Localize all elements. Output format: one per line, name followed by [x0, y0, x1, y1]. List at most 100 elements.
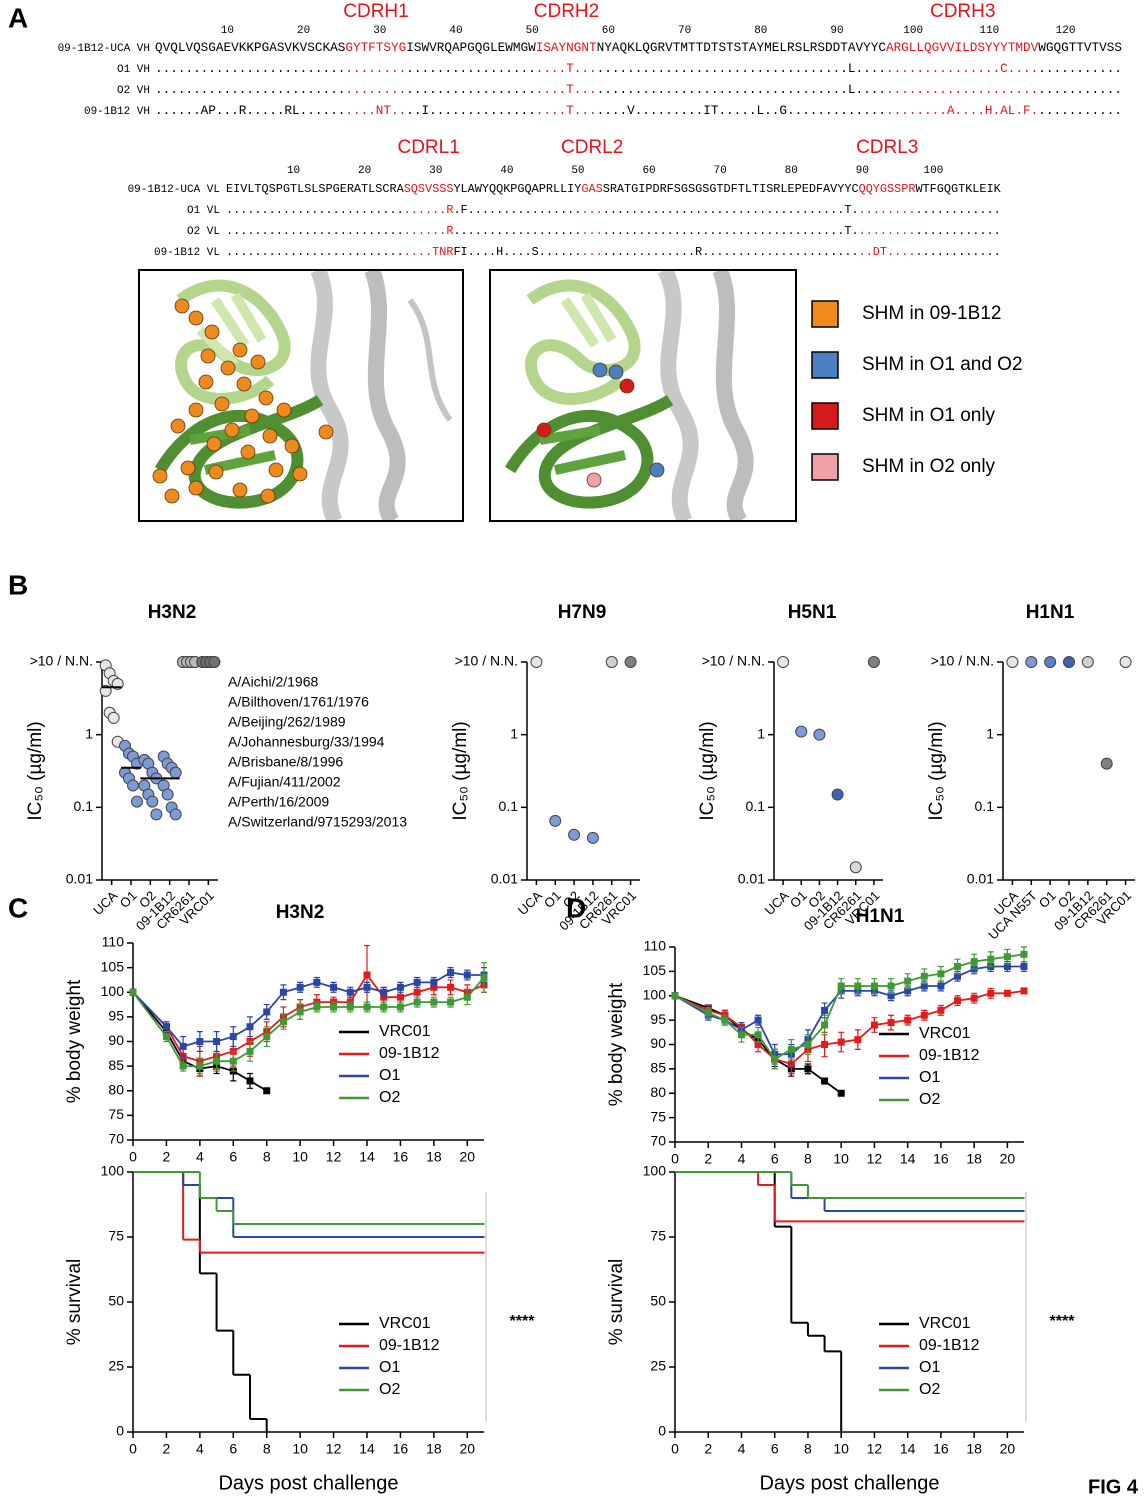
panel-label: B [8, 569, 28, 600]
y-tick-label: 50 [108, 1293, 124, 1309]
cdr-label: CDRH2 [534, 1, 599, 22]
x-tick-label: 16 [933, 1441, 949, 1457]
y-tick-label: >10 / N.N. [702, 653, 765, 669]
legend-swatch [811, 402, 839, 430]
shm-sphere [592, 362, 608, 378]
sequence: ........................................… [155, 82, 1122, 97]
data-point [413, 978, 421, 986]
y-tick-label: 0.01 [967, 871, 994, 887]
x-tick-label: 8 [263, 1441, 271, 1457]
shm-sphere [536, 422, 552, 438]
chart-title: H3N2 [276, 902, 325, 923]
data-point [127, 779, 139, 792]
data-point [162, 1023, 170, 1031]
data-point [146, 795, 159, 808]
shm-sphere [236, 376, 252, 392]
data-point [313, 1003, 321, 1011]
shm-sphere [204, 324, 220, 340]
strain-label: A/Fujian/411/2002 [228, 774, 341, 790]
data-point [754, 1031, 762, 1039]
sequence-segment: ....T... [536, 61, 597, 76]
sequence-segment: ......................... [155, 82, 345, 97]
ruler-number: 10 [287, 165, 300, 177]
legend-swatch [811, 453, 839, 481]
x-tick-label: 8 [804, 1441, 812, 1457]
data-point [229, 1033, 237, 1041]
row-name: 09-1B12-UCA VH [58, 43, 150, 55]
data-point [937, 1006, 945, 1014]
sequence-segment: ........A....H.AL.F. [886, 103, 1038, 118]
data-point [754, 1016, 762, 1024]
data-point [129, 988, 137, 996]
legend-label: VRC01 [379, 1315, 431, 1332]
sheet [539, 425, 627, 475]
sheet [560, 292, 617, 348]
ruler-number: 60 [602, 25, 615, 37]
x-tick-label: 0 [671, 1151, 679, 1167]
y-tick-label: 80 [108, 1081, 124, 1097]
y-tick-label: 90 [108, 1032, 124, 1048]
shm-sphere [188, 480, 204, 496]
sequence-segment: ................. [406, 61, 535, 76]
x-tick-label: 20 [459, 1441, 475, 1457]
row-name: 09-1B12-UCA VL [128, 184, 220, 196]
legend-label: SHM in 09-1B12 [862, 303, 1001, 324]
x-tick-label: 0 [129, 1441, 137, 1457]
ruler-number: 110 [979, 25, 999, 37]
sequence-segment: ISWVRQAPGQGLEWMGW [406, 40, 536, 55]
y-tick-label: 85 [108, 1057, 124, 1073]
sequence-segment: ... [581, 203, 602, 217]
shm-sphere [240, 444, 256, 460]
y-tick-label: >10 / N.N. [455, 653, 518, 669]
data-point [568, 828, 581, 841]
sequence: QVQLVQSGAEVKKPGASVKVSCKASGYTFTSYGISWVRQA… [155, 40, 1122, 55]
sequence-segment: ...............C.... [886, 61, 1038, 76]
legend-label: 09-1B12 [379, 1337, 440, 1354]
structure-frame [489, 269, 797, 522]
legend-label: O2 [919, 1381, 940, 1398]
sequence-segment: GAS [581, 182, 602, 196]
x-tick-label: 14 [359, 1149, 375, 1165]
sequence-segment: ............ [915, 203, 1000, 217]
data-point [837, 1089, 845, 1097]
data-point [721, 1016, 729, 1024]
y-axis-label: % body weight [64, 979, 85, 1103]
ribbon [175, 279, 291, 405]
y-tick-label: 75 [650, 1108, 666, 1124]
legend-label: VRC01 [919, 1315, 971, 1332]
y-tick-label: 110 [102, 934, 125, 950]
sequence-segment: ......R [404, 203, 454, 217]
data-point [771, 1055, 779, 1063]
helix [712, 270, 754, 521]
data-point [1020, 950, 1028, 958]
legend-label: VRC01 [919, 1025, 971, 1042]
x-tick-label: 0 [671, 1441, 679, 1457]
data-point [196, 1062, 204, 1070]
shm-sphere [174, 298, 190, 314]
helix [364, 270, 406, 521]
x-tick-label: 6 [771, 1151, 779, 1167]
data-point [246, 1077, 254, 1085]
shm-sphere [206, 436, 222, 452]
ruler-number: 30 [373, 25, 386, 37]
sequence-segment: ........ [345, 82, 406, 97]
ruler-number: 90 [830, 25, 843, 37]
data-point [904, 1016, 912, 1024]
y-tick-label: >10 / N.N. [931, 653, 994, 669]
x-tick-label: 16 [393, 1149, 409, 1165]
data-point [854, 982, 862, 990]
data-point [737, 1031, 745, 1039]
sequence-segment: .............R...................... [603, 245, 859, 259]
row-name: 09-1B12 VL [154, 247, 220, 259]
row-name: O1 VH [117, 64, 150, 76]
legend-label: 09-1B12 [919, 1047, 980, 1064]
legend-label: O1 [379, 1067, 400, 1084]
shm-sphere [268, 462, 284, 478]
sequence-segment: FI....H....S...... [453, 245, 581, 259]
data-point [887, 992, 895, 1000]
legend-label: SHM in O1 only [862, 405, 996, 426]
x-tick-label: 2 [163, 1441, 171, 1457]
sequence-segment: WTFGQGTKLEIK [915, 182, 1001, 196]
cdr-label: CDRL1 [397, 137, 459, 158]
data-point [813, 728, 826, 741]
